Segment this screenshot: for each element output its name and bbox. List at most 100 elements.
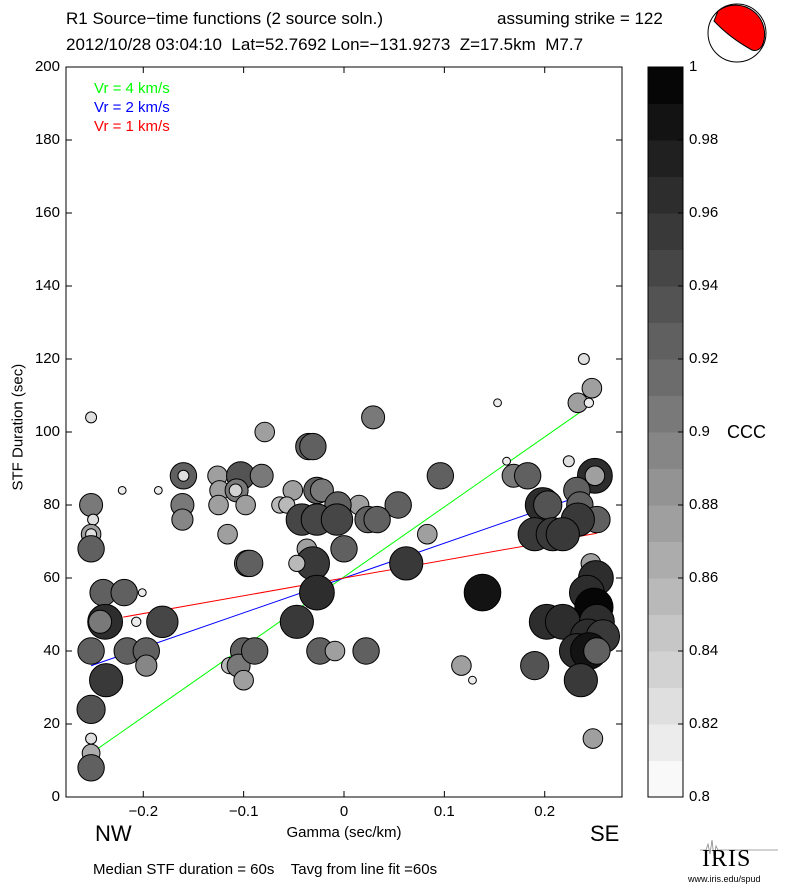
event-info: 2012/10/28 03:04:10 Lat=52.7692 Lon=−131…	[66, 35, 584, 54]
data-point	[563, 663, 598, 698]
data-point	[233, 669, 254, 691]
colorbar-bin	[648, 614, 683, 652]
iris-logo	[700, 839, 778, 859]
colorbar-bin	[648, 468, 683, 506]
data-point	[352, 637, 380, 665]
colorbar-bin	[648, 541, 683, 579]
data-point	[88, 609, 113, 634]
colorbar-tick-label: 1	[689, 58, 698, 75]
colorbar-label: CCC	[727, 422, 766, 442]
colorbar	[647, 66, 684, 798]
colorbar-tick-label: 0.98	[689, 131, 719, 148]
y-tick-label: 20	[43, 715, 60, 732]
data-point	[89, 663, 124, 698]
fit-lines	[90, 409, 597, 754]
data-point	[171, 508, 194, 531]
y-axis-label: STF Duration (sec)	[9, 363, 27, 491]
data-point	[463, 573, 502, 612]
data-point	[577, 353, 590, 365]
y-tick-label: 100	[34, 423, 60, 440]
fit-line-2	[123, 532, 597, 618]
data-point	[330, 535, 358, 563]
data-point	[493, 398, 502, 408]
colorbar-tick-label: 0.94	[689, 277, 719, 294]
data-point	[77, 535, 105, 563]
y-tick-label: 200	[34, 58, 60, 75]
y-tick-label: 40	[43, 642, 60, 659]
colorbar-bin	[648, 103, 683, 141]
y-tick-label: 0	[51, 788, 60, 805]
data-point	[235, 494, 256, 516]
strike-text: assuming strike = 122	[497, 9, 663, 28]
colorbar-tick-label: 0.84	[689, 642, 719, 659]
data-point	[384, 491, 412, 519]
legend-vr4: Vr = 4 km/s	[94, 80, 170, 97]
data-point	[361, 405, 386, 430]
data-point	[451, 655, 472, 676]
colorbar-bin	[648, 432, 683, 469]
y-tick-label: 160	[34, 204, 60, 221]
data-point	[228, 483, 243, 498]
data-point	[254, 421, 276, 443]
nw-label: NW	[95, 821, 132, 846]
colorbar-bin	[648, 213, 683, 250]
data-point	[533, 490, 563, 520]
x-tick-label: 0	[339, 803, 349, 820]
colorbar-bin	[648, 322, 683, 360]
colorbar-bin	[648, 359, 683, 396]
x-tick-label: −0.1	[228, 803, 259, 820]
data-point	[137, 588, 147, 597]
x-tick-label: −0.2	[128, 803, 159, 820]
data-point	[584, 465, 606, 487]
legend-vr2: Vr = 2 km/s	[94, 99, 170, 116]
legend-vr1: Vr = 1 km/s	[94, 118, 170, 135]
data-point	[520, 651, 550, 681]
colorbar-tick-label: 0.88	[689, 496, 719, 513]
iris-url: www.iris.edu/spud	[688, 874, 761, 884]
colorbar-tick-label: 0.8	[689, 788, 710, 805]
x-tick-label: 0.2	[534, 803, 556, 820]
data-point	[177, 469, 190, 482]
data-point	[77, 637, 105, 665]
colorbar-bin	[648, 395, 683, 433]
data-point	[110, 578, 138, 607]
colorbar-tick-label: 0.86	[689, 569, 719, 586]
data-point	[581, 377, 603, 399]
data-point	[240, 637, 269, 665]
colorbar-bin	[648, 249, 683, 287]
data-point	[131, 616, 142, 627]
se-label: SE	[590, 821, 620, 846]
x-axis-label: Gamma (sec/km)	[286, 824, 402, 841]
data-point	[77, 754, 105, 782]
colorbar-bin	[648, 286, 683, 323]
beachball-icon	[707, 3, 767, 63]
data-point	[208, 494, 229, 516]
colorbar-tick-label: 0.92	[689, 350, 719, 367]
y-tick-label: 80	[43, 496, 60, 513]
data-point	[135, 654, 158, 677]
data-point	[279, 604, 314, 639]
colorbar-bin	[648, 724, 683, 761]
data-point	[79, 493, 104, 517]
colorbar-tick-label: 0.82	[689, 715, 719, 732]
data-point	[235, 549, 264, 578]
colorbar-bin	[648, 67, 683, 104]
colorbar-bin	[648, 687, 683, 725]
beachball-compression	[713, 4, 766, 51]
colorbar-bin	[648, 505, 683, 542]
plot-frame	[65, 66, 623, 798]
data-point	[249, 463, 274, 488]
data-point	[324, 640, 346, 662]
y-tick-label: 180	[34, 131, 60, 148]
y-tick-label: 120	[34, 350, 60, 367]
data-point	[85, 411, 98, 424]
data-point	[76, 694, 106, 725]
fit-line-0	[90, 409, 584, 754]
x-tick-label: 0.1	[433, 803, 455, 820]
axis-ticks	[66, 66, 622, 798]
data-point	[363, 505, 391, 534]
data-point	[299, 574, 335, 611]
colorbar-tick-label: 0.96	[689, 204, 719, 221]
colorbar-bin	[648, 140, 683, 177]
